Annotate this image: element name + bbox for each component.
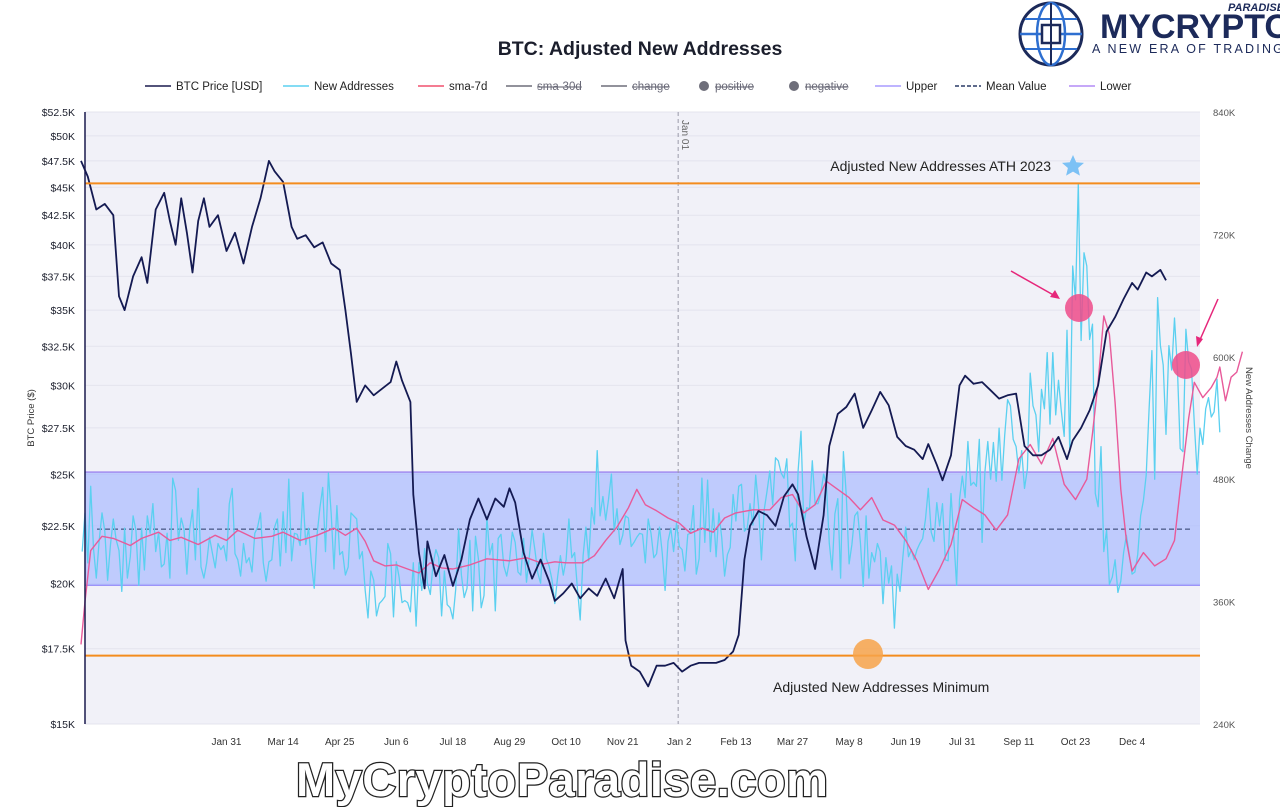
x-tick-label: May 8 (835, 737, 863, 748)
y-left-tick-label: $40K (50, 240, 75, 252)
arrowhead-icon (1050, 290, 1060, 299)
x-axis: Jan 31 Mar 14 Apr 25 Jun 6 Jul 18 Aug 29 Oct 1… (211, 737, 1145, 748)
y-axis-left-label: BTC Price ($) (26, 389, 37, 447)
annotations (853, 155, 1219, 669)
y-axis-right-label: New Addresses Change (1243, 367, 1254, 469)
plot-area (85, 112, 1200, 724)
star-icon (1062, 155, 1084, 176)
highlight-circle-nov (1172, 351, 1200, 379)
bollinger-band (85, 472, 1200, 586)
y-right-tick-label: 720K (1213, 230, 1236, 241)
y-left-tick-label: $47.5K (42, 156, 75, 168)
year-marker-label: Jan 01 (679, 120, 690, 150)
x-tick-label: Jun 6 (384, 737, 409, 748)
brand-tagline: A NEW ERA OF TRADING (1092, 42, 1280, 56)
x-tick-label: Mar 14 (268, 737, 300, 748)
y-left-tick-label: $27.5K (42, 423, 75, 435)
legend-label: negative (805, 81, 848, 93)
legend-item-lower: Lower (1069, 81, 1131, 93)
minimum-circle (853, 639, 883, 669)
y-left-tick-label: $35K (50, 305, 75, 317)
y-right-tick-label: 600K (1213, 353, 1236, 364)
y-left-tick-label: $17.5K (42, 644, 75, 656)
y-left-tick-label: $45K (50, 182, 75, 194)
x-tick-label: Oct 23 (1061, 737, 1091, 748)
legend-item-mean-value: Mean Value (955, 81, 1047, 93)
arrowhead-icon-2 (1196, 336, 1203, 347)
y-right-tick-label: 840K (1213, 108, 1236, 119)
x-tick-label: Jan 31 (211, 737, 241, 748)
legend-marker (789, 81, 799, 91)
y-axis-left: $15K $17.5K $20K $22.5K $25K $27.5K $30K $32.5K… (42, 107, 75, 731)
y-left-tick-label: $30K (50, 380, 75, 392)
x-tick-label: Jul 18 (440, 737, 467, 748)
x-tick-label: Jan 2 (667, 737, 692, 748)
series-new-addresses (81, 182, 1221, 629)
legend-label: sma-7d (449, 81, 487, 93)
x-tick-label: Aug 29 (494, 737, 526, 748)
y-right-tick-label: 240K (1213, 720, 1236, 731)
y-right-tick-label: 360K (1213, 598, 1236, 609)
series-sma-7d (80, 315, 1244, 645)
legend: BTC Price [USD] New Addresses sma-7d sma-30… (145, 81, 1131, 93)
legend-item-upper: Upper (875, 81, 937, 93)
brand-logo: PARADISE MYCRYPTO A NEW ERA OF TRADING (1016, 0, 1280, 70)
y-left-tick-label: $20K (50, 578, 75, 590)
y-left-tick-label: $42.5K (42, 210, 75, 222)
y-axis-right: 240K 360K 480K 600K 720K 840K (1213, 108, 1236, 731)
legend-item-btc-price-usd-: BTC Price [USD] (145, 81, 262, 93)
globe-chip-icon (1018, 1, 1084, 67)
legend-item-sma-7d: sma-7d (418, 81, 487, 93)
legend-marker (699, 81, 709, 91)
legend-item-negative: negative (789, 81, 848, 93)
brand-name: MYCRYPTO (1100, 8, 1280, 46)
y-left-tick-label: $37.5K (42, 271, 75, 283)
legend-item-change: change (601, 81, 670, 93)
x-tick-label: Nov 21 (607, 737, 639, 748)
min-label: Adjusted New Addresses Minimum (773, 679, 989, 695)
ath-label: Adjusted New Addresses ATH 2023 (830, 158, 1051, 174)
legend-label: change (632, 81, 670, 93)
legend-label: sma-30d (537, 81, 582, 93)
watermark: MyCryptoParadise.com (295, 752, 829, 807)
series-btc-price (80, 160, 1167, 688)
x-tick-label: Dec 4 (1119, 737, 1146, 748)
legend-label: positive (715, 81, 754, 93)
x-tick-label: Jun 19 (891, 737, 921, 748)
y-right-tick-label: 480K (1213, 475, 1236, 486)
arrow-icon-2 (1198, 298, 1219, 343)
chart-title: BTC: Adjusted New Addresses (498, 38, 783, 60)
legend-label: BTC Price [USD] (176, 81, 262, 93)
x-tick-label: Feb 13 (720, 737, 752, 748)
brand-superscript: PARADISE (1228, 2, 1280, 14)
y-left-tick-label: $22.5K (42, 521, 75, 533)
highlight-circle-sep (1065, 294, 1093, 322)
legend-item-positive: positive (699, 81, 754, 93)
y-left-tick-label: $25K (50, 469, 75, 481)
arrow-icon (1010, 270, 1058, 298)
x-tick-label: Jul 31 (949, 737, 976, 748)
legend-label: Lower (1100, 81, 1131, 93)
y-left-tick-label: $52.5K (42, 107, 75, 119)
legend-item-new-addresses: New Addresses (283, 81, 394, 93)
x-tick-label: Apr 25 (325, 737, 355, 748)
y-left-tick-label: $50K (50, 131, 75, 143)
legend-label: Upper (906, 81, 937, 93)
legend-item-sma-30d: sma-30d (506, 81, 582, 93)
x-tick-label: Sep 11 (1003, 737, 1034, 748)
legend-label: Mean Value (986, 81, 1047, 93)
y-left-tick-label: $32.5K (42, 341, 75, 353)
x-tick-label: Oct 10 (551, 737, 581, 748)
x-tick-label: Mar 27 (777, 737, 809, 748)
legend-label: New Addresses (314, 81, 394, 93)
y-left-tick-label: $15K (50, 719, 75, 731)
